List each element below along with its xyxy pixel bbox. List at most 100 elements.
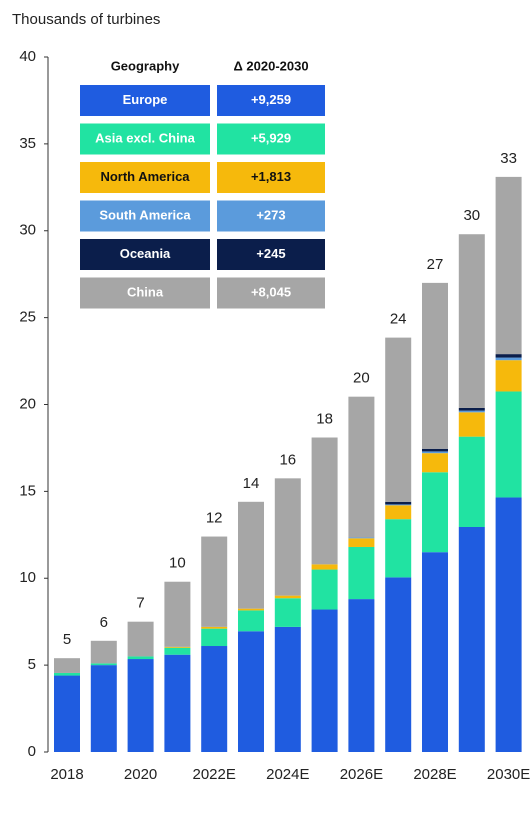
y-tick-label: 20	[19, 395, 36, 412]
bar-segment	[495, 354, 522, 358]
x-tick-label: 2018	[50, 766, 83, 783]
total-label: 20	[353, 370, 370, 387]
legend-delta: +8,045	[251, 284, 291, 299]
bar-segment	[348, 546, 375, 600]
bar-segment	[164, 581, 191, 647]
bar-segment	[385, 501, 412, 505]
legend-swatch	[217, 123, 325, 155]
bar-segment	[458, 526, 485, 752]
y-tick-label: 0	[28, 743, 36, 760]
y-tick-label: 30	[19, 222, 36, 239]
total-label: 27	[427, 256, 444, 273]
legend-swatch	[217, 200, 325, 232]
legend-label: North America	[100, 169, 190, 184]
bar-segment	[54, 658, 80, 673]
bar-segment	[458, 436, 485, 527]
bar-segment	[495, 360, 522, 392]
bar-segment	[201, 646, 228, 752]
legend-swatch	[80, 239, 210, 270]
bar-segment	[238, 610, 264, 632]
legend-swatch	[80, 123, 210, 155]
legend-delta: +273	[256, 207, 285, 222]
total-label: 5	[63, 631, 71, 648]
legend-swatch	[217, 277, 325, 309]
bar-segment	[164, 646, 191, 648]
total-label: 18	[316, 410, 333, 427]
legend-label: China	[127, 284, 164, 299]
bar-segment	[495, 391, 522, 498]
bar-segment	[201, 628, 228, 647]
y-tick-label: 5	[28, 656, 36, 673]
bar-segment	[495, 176, 522, 355]
bar-segment	[385, 519, 412, 578]
legend-label: Europe	[123, 92, 168, 107]
total-label: 7	[136, 595, 144, 612]
legend-swatch	[217, 85, 325, 116]
y-tick-label: 35	[19, 135, 36, 152]
bar-segment	[422, 453, 448, 473]
bar-segment	[90, 640, 117, 664]
bar-segment	[495, 357, 522, 361]
bar-segment	[274, 478, 301, 596]
bar-segment	[274, 626, 301, 752]
bar-segment	[348, 538, 375, 547]
bar-segment	[458, 407, 485, 411]
bar-segment	[385, 577, 412, 752]
bar-segment	[311, 437, 338, 565]
total-label: 12	[206, 510, 223, 527]
y-tick-label: 40	[19, 48, 36, 65]
legend-delta: +5,929	[251, 130, 291, 145]
bar-segment	[385, 504, 412, 506]
bar-segment	[348, 599, 375, 752]
bar-segment	[164, 654, 191, 752]
legend-delta: +245	[256, 246, 285, 261]
legend-delta: +9,259	[251, 92, 291, 107]
bar-segment	[422, 472, 448, 553]
legend-header: Geography	[111, 58, 180, 73]
bar-segment	[274, 595, 301, 599]
y-tick-label: 25	[19, 309, 36, 326]
bar-segment	[311, 569, 338, 610]
x-tick-label: 2020	[124, 766, 157, 783]
legend-swatch	[80, 277, 210, 309]
total-label: 16	[279, 451, 296, 468]
bar-segment	[348, 396, 375, 538]
legend-header: Δ 2020-2030	[233, 58, 308, 73]
bar-segment	[422, 448, 448, 452]
bar-segment	[495, 497, 522, 752]
total-label: 24	[390, 311, 407, 328]
y-axis-label: Thousands of turbines	[12, 11, 160, 28]
total-label: 10	[169, 555, 186, 572]
x-tick-label: 2024E	[266, 766, 309, 783]
legend-label: South America	[99, 207, 191, 222]
bar-segment	[201, 626, 228, 629]
bar-segment	[385, 505, 412, 520]
bar-segment	[458, 412, 485, 437]
bar-segment	[127, 656, 154, 660]
bar-segment	[54, 675, 80, 752]
y-tick-label: 15	[19, 482, 36, 499]
bar-segment	[127, 659, 154, 752]
legend-swatch	[217, 162, 325, 193]
bar-segment	[422, 451, 448, 454]
legend-swatch	[80, 85, 210, 116]
bar-segment	[164, 647, 191, 655]
bar-segment	[311, 609, 338, 752]
total-label: 33	[500, 150, 517, 167]
bar-segment	[238, 608, 264, 611]
x-tick-label: 2026E	[340, 766, 383, 783]
y-tick-label: 10	[19, 569, 36, 586]
legend-swatch	[80, 162, 210, 193]
bar-segment	[348, 537, 375, 539]
bar-segment	[422, 282, 448, 449]
legend-swatch	[217, 239, 325, 270]
bar-segment	[311, 564, 338, 570]
bar-segment	[458, 410, 485, 413]
legend-label: Oceania	[120, 246, 171, 261]
bar-segment	[54, 672, 80, 676]
bar-segment	[274, 598, 301, 627]
x-tick-label: 2030E	[487, 766, 530, 783]
bar-segment	[422, 552, 448, 752]
bar-segment	[90, 663, 117, 666]
